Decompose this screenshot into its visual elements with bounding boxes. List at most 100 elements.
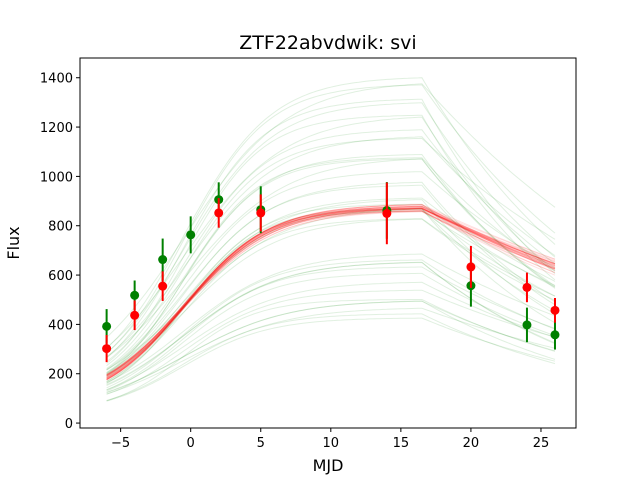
- green-model-curve: [106, 208, 556, 384]
- green-model-curve: [106, 218, 556, 382]
- red-model-curve: [106, 208, 556, 376]
- red-model-curve: [106, 210, 556, 380]
- red-model-curve: [106, 205, 556, 375]
- data-points: [102, 182, 560, 363]
- red-data-point: [214, 208, 224, 218]
- x-tick-label: 0: [187, 436, 195, 451]
- green-model-curve: [106, 199, 556, 374]
- x-tick-label: 10: [323, 436, 340, 451]
- red-model-curve: [106, 208, 556, 381]
- green-data-point: [130, 290, 140, 300]
- y-tick-label: 0: [65, 417, 73, 432]
- green-data-point: [522, 320, 532, 330]
- red-model-curve: [106, 205, 556, 379]
- red-model-curve: [106, 210, 556, 379]
- green-model-curve: [106, 307, 556, 395]
- chart-title: ZTF22abvdwik: svi: [239, 32, 416, 54]
- green-model-curves: [106, 77, 556, 402]
- x-tick-label: −5: [111, 436, 130, 451]
- red-data-point: [550, 305, 560, 315]
- x-tick-label: 5: [257, 436, 265, 451]
- red-data-point: [130, 310, 140, 320]
- red-data-point: [382, 208, 392, 218]
- red-data-point: [466, 262, 476, 272]
- red-model-curve: [106, 208, 556, 375]
- green-model-curve: [106, 261, 556, 386]
- green-model-curve: [106, 197, 556, 375]
- green-model-curve: [106, 157, 556, 375]
- y-tick-label: 1400: [40, 72, 73, 87]
- green-model-curve: [106, 218, 556, 376]
- red-data-point: [158, 281, 168, 291]
- green-model-curve: [106, 158, 556, 358]
- green-model-curve: [106, 259, 556, 389]
- red-model-curve: [106, 207, 556, 380]
- red-model-curve: [106, 208, 556, 380]
- y-tick-label: 800: [48, 220, 73, 235]
- green-model-curve: [106, 261, 556, 386]
- y-axis-label: Flux: [4, 226, 23, 259]
- green-model-curve: [106, 114, 556, 364]
- green-model-curve: [106, 300, 556, 394]
- y-tick-label: 600: [48, 269, 73, 284]
- red-data-point: [256, 208, 266, 218]
- red-model-curve: [106, 204, 556, 377]
- red-model-curve: [106, 207, 556, 380]
- green-model-curve: [106, 83, 556, 338]
- red-model-curves: [106, 203, 556, 381]
- green-model-curve: [106, 253, 556, 383]
- red-data-point: [102, 344, 112, 354]
- red-model-curve: [106, 207, 556, 381]
- red-model-curve: [106, 207, 556, 376]
- red-data-point: [522, 282, 532, 292]
- y-tick-label: 1200: [40, 121, 73, 136]
- red-model-curve: [106, 203, 556, 376]
- green-model-curve: [106, 281, 556, 391]
- x-tick-label: 20: [463, 436, 480, 451]
- green-model-curve: [106, 77, 556, 349]
- green-model-curve: [106, 208, 556, 371]
- red-model-curve: [106, 204, 556, 377]
- green-model-curve: [106, 102, 556, 354]
- red-model-curve: [106, 211, 556, 377]
- x-tick-label: 15: [393, 436, 410, 451]
- red-model-curve: [106, 205, 556, 376]
- green-model-curve: [106, 289, 556, 395]
- green-model-curve: [106, 98, 556, 359]
- green-model-curve: [106, 203, 556, 382]
- green-model-curve: [106, 266, 556, 391]
- green-data-point: [158, 255, 168, 265]
- x-axis-label: MJD: [313, 456, 344, 475]
- red-model-curve: [106, 209, 556, 380]
- plot-frame: [79, 57, 577, 429]
- red-model-curve: [106, 206, 556, 380]
- y-tick-label: 1000: [40, 170, 73, 185]
- red-model-curve: [106, 210, 556, 379]
- green-model-curve: [106, 129, 556, 363]
- green-model-curve: [106, 210, 556, 384]
- green-data-point: [102, 321, 112, 331]
- red-model-curve: [106, 210, 556, 381]
- y-tick-label: 200: [48, 368, 73, 383]
- red-model-curve: [106, 205, 556, 377]
- red-model-curve: [106, 203, 556, 376]
- y-axis-ticks: 0 200 400 600 800 1000 1200 1400: [40, 72, 80, 432]
- green-model-curve: [106, 208, 556, 378]
- red-model-curve: [106, 207, 556, 379]
- green-model-curve: [106, 136, 556, 358]
- green-model-curve: [106, 137, 556, 366]
- green-model-curve: [106, 158, 556, 374]
- green-model-curve: [106, 299, 556, 402]
- red-model-curve: [106, 208, 556, 381]
- red-model-curve: [106, 206, 556, 380]
- red-model-curve: [106, 208, 556, 378]
- red-model-curve: [106, 207, 556, 377]
- red-model-curve: [106, 210, 556, 376]
- green-model-curve: [106, 116, 556, 348]
- y-tick-label: 400: [48, 318, 73, 333]
- red-model-curve: [106, 207, 556, 379]
- green-model-curve: [106, 181, 556, 371]
- green-model-curve: [106, 300, 556, 393]
- green-model-curve: [106, 171, 556, 370]
